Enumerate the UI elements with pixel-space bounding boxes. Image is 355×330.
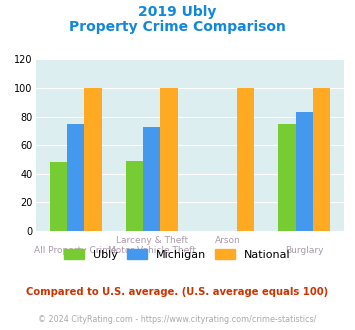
Bar bbox=[143, 127, 160, 231]
Bar bbox=[237, 88, 254, 231]
Text: 2019 Ubly: 2019 Ubly bbox=[138, 5, 217, 19]
Bar bbox=[50, 162, 67, 231]
Bar bbox=[296, 112, 313, 231]
Text: Larceny & Theft: Larceny & Theft bbox=[116, 236, 188, 245]
Legend: Ubly, Michigan, National: Ubly, Michigan, National bbox=[64, 249, 291, 260]
Text: Motor Vehicle Theft: Motor Vehicle Theft bbox=[108, 246, 196, 255]
Bar bbox=[278, 124, 296, 231]
Text: © 2024 CityRating.com - https://www.cityrating.com/crime-statistics/: © 2024 CityRating.com - https://www.city… bbox=[38, 315, 317, 324]
Bar bbox=[67, 124, 84, 231]
Bar bbox=[313, 88, 330, 231]
Text: Compared to U.S. average. (U.S. average equals 100): Compared to U.S. average. (U.S. average … bbox=[26, 287, 329, 297]
Bar bbox=[84, 88, 102, 231]
Text: Burglary: Burglary bbox=[285, 246, 323, 255]
Bar bbox=[126, 161, 143, 231]
Text: All Property Crime: All Property Crime bbox=[34, 246, 117, 255]
Bar bbox=[160, 88, 178, 231]
Text: Property Crime Comparison: Property Crime Comparison bbox=[69, 20, 286, 34]
Text: Arson: Arson bbox=[215, 236, 241, 245]
